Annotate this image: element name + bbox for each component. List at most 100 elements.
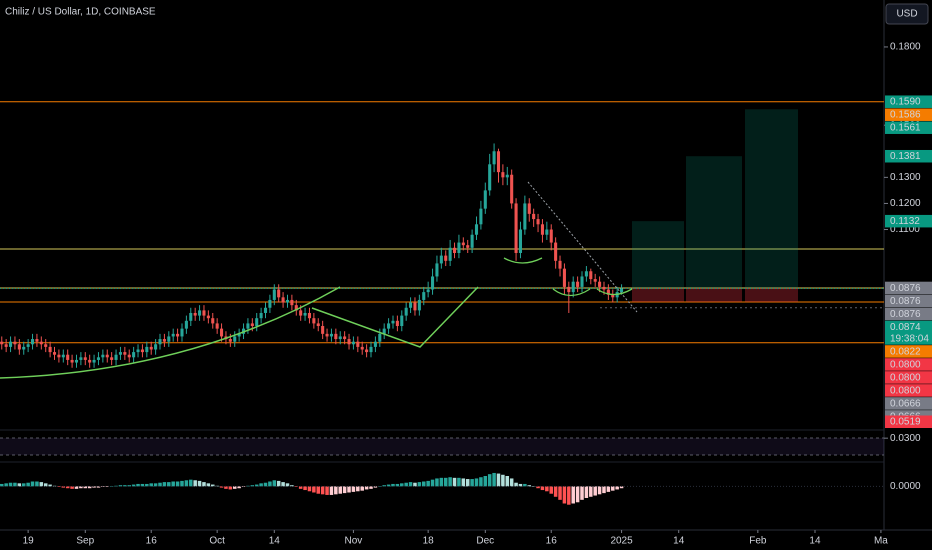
x-tick-label: 2025 [610, 536, 633, 547]
price-badge [885, 214, 932, 228]
price-badge [885, 320, 932, 345]
price-badge [885, 371, 932, 384]
candle-body [184, 320, 188, 329]
macd-bar [417, 482, 422, 487]
macd-bar [527, 485, 532, 487]
macd-bar [347, 486, 351, 493]
macd-bar [259, 483, 263, 487]
macd-bar [531, 486, 536, 487]
macd-bar [413, 482, 417, 487]
candle-body [404, 307, 408, 316]
cup-curve [0, 286, 341, 379]
macd-bar [145, 483, 149, 487]
macd-bar [316, 486, 321, 494]
macd-bar [589, 486, 593, 497]
candle-body [492, 151, 496, 165]
macd-bar [281, 482, 285, 487]
candle-body [571, 281, 575, 293]
candle-body [180, 328, 184, 337]
candle-body [189, 312, 193, 321]
x-tick-label: 14 [809, 536, 821, 547]
v-pattern [311, 286, 479, 348]
macd-bar [540, 486, 545, 491]
macd-bar [597, 486, 602, 495]
candle-body [250, 323, 254, 327]
candles [0, 143, 624, 368]
macd-bar [364, 486, 369, 490]
candle-body [470, 234, 474, 248]
candle-body [409, 302, 413, 308]
macd-bar [312, 486, 316, 493]
candle-body [545, 229, 549, 235]
candle-body [369, 346, 373, 353]
candle-body [294, 305, 298, 311]
candle-body [307, 312, 312, 319]
candle-body [4, 344, 8, 347]
candle-body [110, 357, 114, 360]
candle-body [334, 333, 338, 340]
macd-bar [408, 482, 413, 487]
macd-bar [619, 486, 624, 489]
candle-body [13, 341, 17, 345]
macd-bar [294, 486, 299, 487]
macd-bar [17, 483, 22, 487]
candle-body [426, 289, 430, 293]
candle-body [536, 219, 540, 225]
candle-body [343, 336, 347, 340]
macd-bar [356, 486, 360, 492]
candle-body [479, 208, 483, 225]
candle-body [48, 346, 52, 353]
macd-bar [338, 486, 342, 494]
candle-body [611, 294, 615, 298]
candle-body [17, 344, 21, 350]
shoulder-arc [596, 288, 633, 296]
macd-bar [210, 484, 215, 487]
candle-body [198, 310, 202, 316]
price-labels: 0.1590 0.1586 0.1561 0.1381 0.1132 0.0876 0.08… [885, 95, 932, 428]
y-tick-label: 0.1800 [890, 42, 921, 53]
candle-body [44, 344, 48, 347]
candle-body [123, 352, 127, 355]
x-tick-label: Oct [209, 536, 225, 547]
price-badge-label: 0.0876 [890, 283, 921, 294]
candle-body [233, 336, 237, 342]
price-badge [885, 121, 932, 134]
candle-body [162, 339, 166, 342]
price-badge-label: 0.0800 [890, 372, 921, 383]
macd-bar [325, 486, 329, 495]
candle-body [255, 318, 259, 327]
candle-body [246, 323, 250, 329]
x-tick-label: 18 [423, 536, 435, 547]
macd-bar [457, 477, 461, 487]
x-tick-label: 14 [269, 536, 281, 547]
macd-bar [606, 486, 611, 492]
candle-body [382, 328, 386, 334]
x-tick-label: Nov [345, 536, 363, 547]
countdown: 19:38:04 [890, 333, 929, 344]
candle-body [360, 346, 364, 350]
candle-body [589, 271, 593, 280]
candle-body [220, 328, 224, 337]
candle-body [347, 339, 351, 345]
currency-button[interactable] [885, 3, 929, 25]
candle-body [268, 299, 272, 308]
macd-bar [39, 482, 44, 487]
trend-line [527, 181, 638, 313]
macd-bar [162, 482, 167, 487]
macd-bar [545, 486, 549, 492]
candle-body [540, 224, 544, 235]
candle-body [448, 247, 452, 261]
candle-body [136, 349, 140, 353]
candle-body [30, 339, 35, 345]
y-tick-label: 0.1300 [890, 172, 921, 183]
candle-body [422, 292, 426, 300]
candle-body [101, 354, 105, 358]
candle-body [145, 346, 149, 353]
currency[interactable]: USD [896, 9, 917, 20]
target-zone [745, 109, 798, 288]
macd-bar [4, 483, 8, 487]
candle-body [576, 281, 580, 287]
macd-bar [391, 483, 395, 487]
macd-bar [158, 482, 162, 487]
macd-bar [571, 486, 575, 504]
